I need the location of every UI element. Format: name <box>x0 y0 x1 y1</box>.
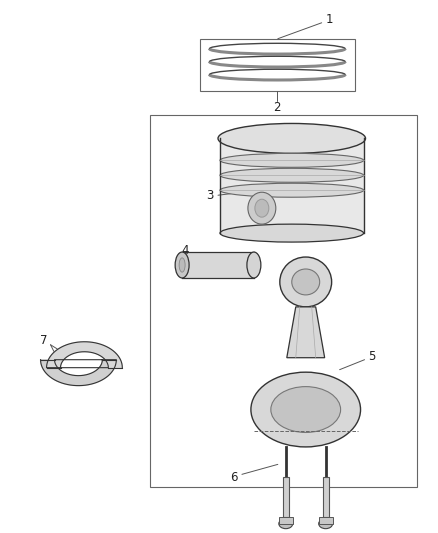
Ellipse shape <box>248 192 276 224</box>
Ellipse shape <box>251 372 360 447</box>
Text: 4: 4 <box>181 244 189 256</box>
Ellipse shape <box>175 252 189 278</box>
Ellipse shape <box>279 519 293 529</box>
Ellipse shape <box>220 168 364 182</box>
Text: 5: 5 <box>368 350 375 363</box>
Bar <box>150 116 417 487</box>
Bar <box>279 516 293 524</box>
Polygon shape <box>46 342 122 368</box>
Text: 3: 3 <box>206 189 214 201</box>
Ellipse shape <box>255 199 269 217</box>
Bar <box>319 516 332 524</box>
Ellipse shape <box>218 124 366 154</box>
Ellipse shape <box>247 252 261 278</box>
Ellipse shape <box>319 519 332 529</box>
Text: 1: 1 <box>326 13 333 26</box>
Bar <box>220 139 364 233</box>
Polygon shape <box>41 360 117 385</box>
Ellipse shape <box>271 386 341 432</box>
Ellipse shape <box>220 224 364 242</box>
Text: 6: 6 <box>230 471 238 484</box>
Text: 2: 2 <box>273 101 281 114</box>
Ellipse shape <box>179 258 185 272</box>
Bar <box>323 477 328 516</box>
Bar <box>283 477 289 516</box>
Ellipse shape <box>292 269 320 295</box>
Ellipse shape <box>220 154 364 167</box>
Text: 7: 7 <box>40 334 47 348</box>
Bar <box>200 39 355 91</box>
Bar <box>182 252 254 278</box>
Ellipse shape <box>220 183 364 197</box>
Ellipse shape <box>280 257 332 307</box>
Polygon shape <box>287 307 325 358</box>
